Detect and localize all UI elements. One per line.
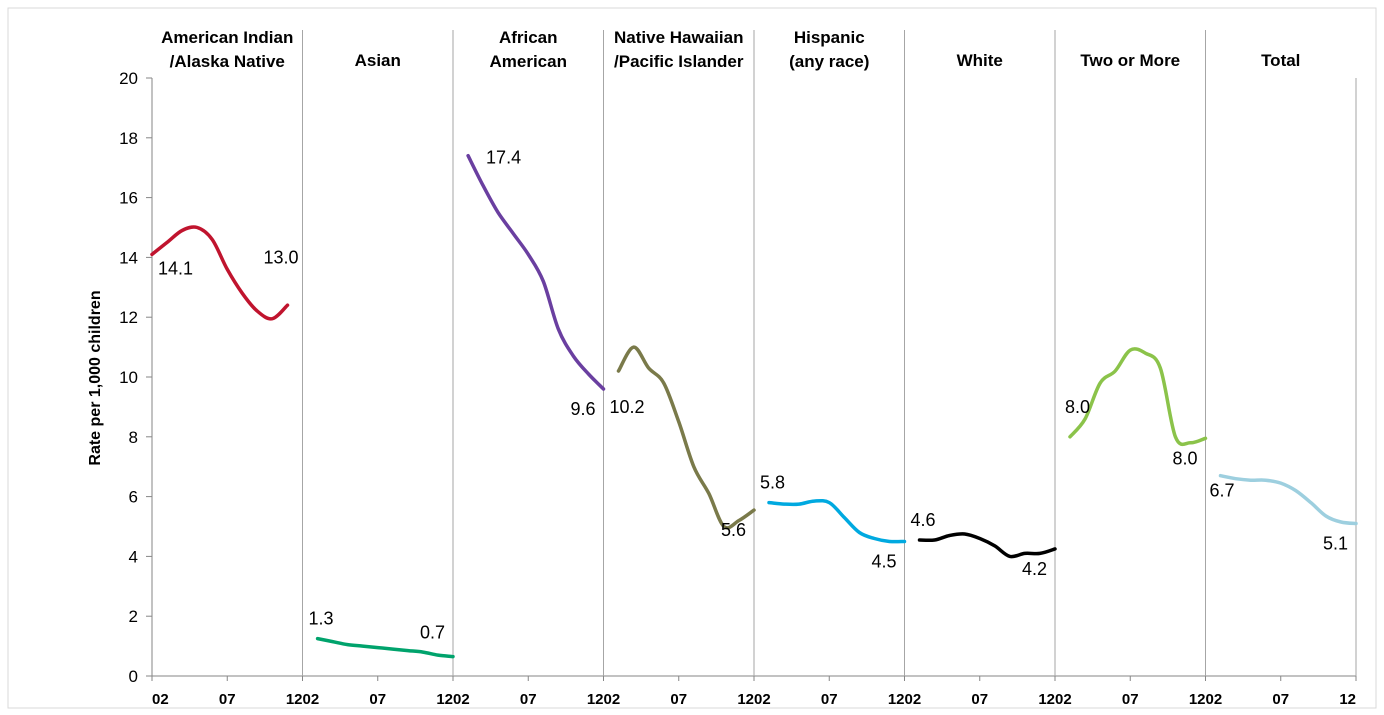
x-tick-label: 02 xyxy=(453,691,470,708)
data-label-start: 4.6 xyxy=(911,510,936,530)
data-label-start: 1.3 xyxy=(309,609,334,629)
x-tick-label: 12 xyxy=(1038,691,1055,708)
x-tick-label: 02 xyxy=(152,691,169,708)
data-label-end: 4.5 xyxy=(871,551,896,571)
x-tick-label: 02 xyxy=(604,691,621,708)
x-tick-label: 07 xyxy=(821,691,838,708)
y-tick-label: 20 xyxy=(119,69,138,88)
y-tick-label: 8 xyxy=(129,428,138,447)
x-tick-label: 02 xyxy=(905,691,922,708)
y-tick-label: 16 xyxy=(119,189,138,208)
x-tick-label: 02 xyxy=(1055,691,1072,708)
data-label-start: 6.7 xyxy=(1210,481,1235,501)
y-tick-label: 14 xyxy=(119,248,138,267)
panel: Two or More 02 07 12 8.0 8.0 xyxy=(1054,30,1208,708)
data-label-start: 5.8 xyxy=(760,473,785,493)
x-tick-label: 07 xyxy=(1272,691,1289,708)
series-line xyxy=(917,532,1057,559)
y-tick-label: 4 xyxy=(129,547,138,566)
x-tick-label: 07 xyxy=(369,691,386,708)
series-line xyxy=(466,153,606,391)
data-label-start: 8.0 xyxy=(1065,397,1090,417)
panel-title: /Pacific Islander xyxy=(614,52,744,71)
y-tick-label: 0 xyxy=(129,667,138,686)
series-line xyxy=(767,498,907,544)
chart-frame xyxy=(7,7,1377,709)
panel-title: White xyxy=(957,51,1003,70)
y-axis: 0 2 4 6 8 10 12 14 16 18 20 xyxy=(119,69,1356,686)
data-label-end: 5.1 xyxy=(1323,534,1348,554)
panel-title: Native Hawaiian xyxy=(614,28,743,47)
x-tick-label: 12 xyxy=(436,691,453,708)
x-tick-label: 07 xyxy=(1122,691,1139,708)
y-tick-label: 12 xyxy=(119,308,138,327)
data-label-end: 9.6 xyxy=(570,399,595,419)
panel-title: Hispanic xyxy=(794,28,865,47)
panel-title: Asian xyxy=(355,51,401,70)
series-line xyxy=(616,345,756,530)
panel-title: American Indian xyxy=(161,28,293,47)
panel: Native Hawaiian/Pacific Islander 02 07 12 10… xyxy=(603,28,756,708)
panel: Asian 02 07 12 1.3 0.7 xyxy=(302,30,455,708)
y-tick-label: 6 xyxy=(129,488,138,507)
panel: Total 02 07 12 6.7 5.1 xyxy=(1205,51,1358,708)
panel-title: African xyxy=(499,28,558,47)
panel-title: Two or More xyxy=(1080,51,1180,70)
data-label-end: 13.0 xyxy=(263,247,298,267)
series-line xyxy=(1068,347,1208,447)
x-tick-label: 07 xyxy=(520,691,537,708)
x-tick-label: 12 xyxy=(1189,691,1206,708)
panels: American Indian/Alaska Native 02 07 12 14.1 1… xyxy=(150,28,1358,708)
x-tick-label: 02 xyxy=(1206,691,1223,708)
panel: American Indian/Alaska Native 02 07 12 14.1 1… xyxy=(150,28,303,708)
data-label-end: 4.2 xyxy=(1022,559,1047,579)
x-tick-label: 07 xyxy=(670,691,687,708)
series-line xyxy=(315,636,455,659)
panel-title: Total xyxy=(1261,51,1300,70)
panel: African American 02 07 12 17.4 9.6 xyxy=(452,28,606,708)
x-tick-label: 12 xyxy=(587,691,604,708)
y-tick-label: 18 xyxy=(119,129,138,148)
x-tick-label: 02 xyxy=(303,691,320,708)
series-line xyxy=(1218,473,1358,526)
data-label-start: 10.2 xyxy=(610,397,645,417)
y-axis-label: Rate per 1,000 children xyxy=(87,290,104,465)
data-label-start: 17.4 xyxy=(486,148,521,168)
x-tick-label: 07 xyxy=(971,691,988,708)
x-tick-label: 02 xyxy=(754,691,771,708)
data-label-start: 14.1 xyxy=(158,258,193,278)
panel: White 02 07 12 4.6 4.2 xyxy=(904,30,1057,708)
x-tick-label: 12 xyxy=(286,691,303,708)
panel-title: /Alaska Native xyxy=(170,52,285,71)
panel-title: (any race) xyxy=(789,52,869,71)
data-label-end: 8.0 xyxy=(1172,448,1197,468)
y-tick-label: 2 xyxy=(129,607,138,626)
data-label-end: 5.6 xyxy=(721,520,746,540)
x-tick-label: 12 xyxy=(1339,691,1356,708)
panel: Hispanic (any race) 02 07 12 5.8 4.5 xyxy=(753,28,907,708)
y-tick-label: 10 xyxy=(119,368,138,387)
series-line xyxy=(150,225,290,321)
x-tick-label: 12 xyxy=(737,691,754,708)
panel-title: American xyxy=(490,52,567,71)
data-label-end: 0.7 xyxy=(420,623,445,643)
x-tick-label: 12 xyxy=(888,691,905,708)
x-tick-label: 07 xyxy=(219,691,236,708)
